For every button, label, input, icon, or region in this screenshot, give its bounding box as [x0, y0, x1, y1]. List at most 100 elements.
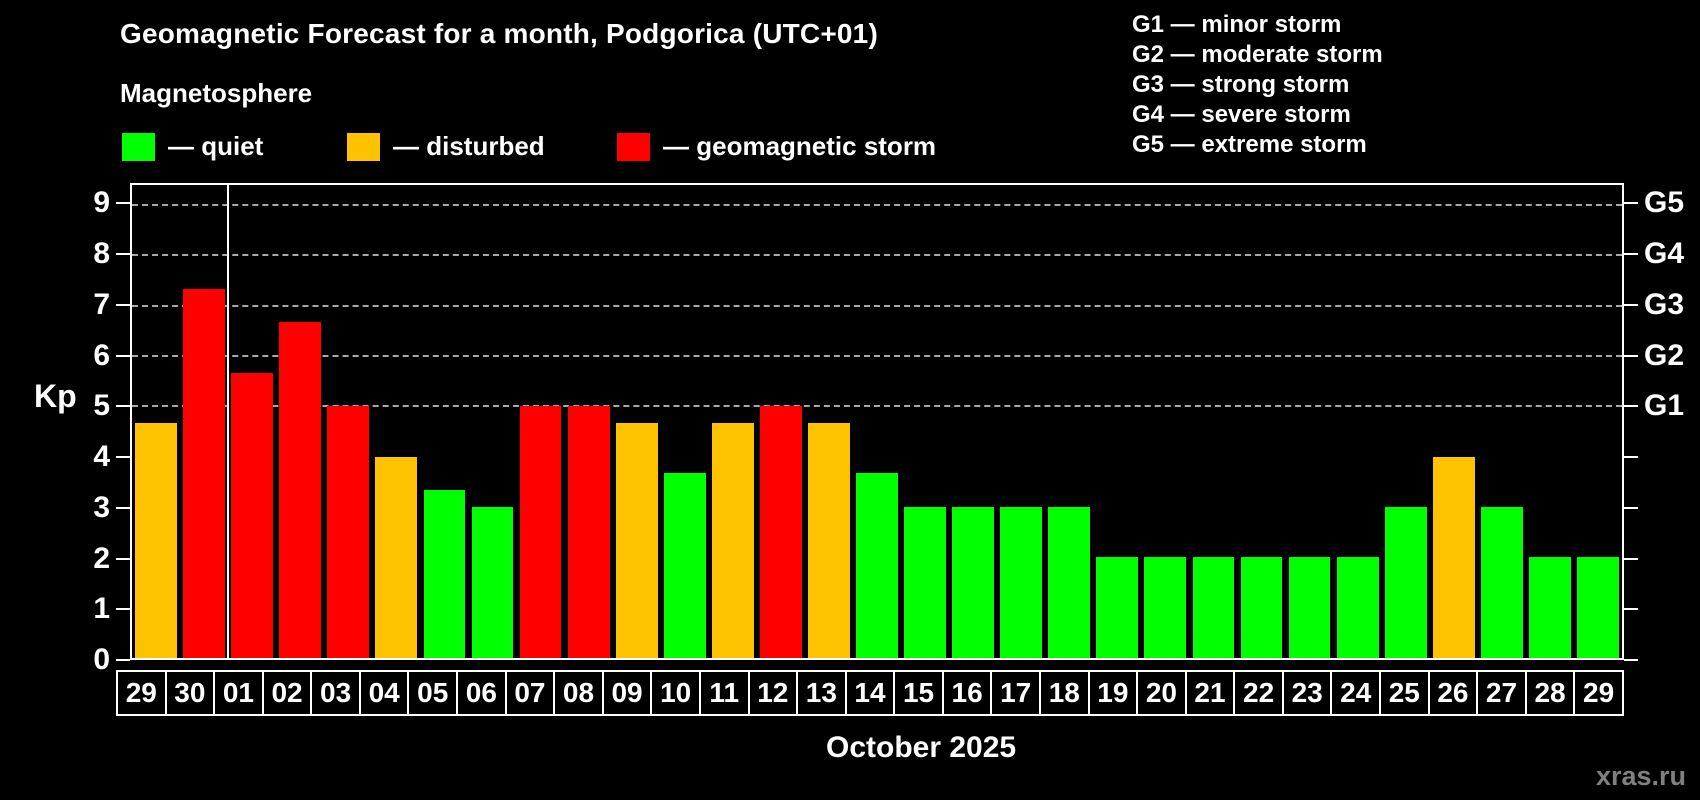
y-axis-label-7: 7: [93, 287, 110, 321]
legend-label: — geomagnetic storm: [663, 131, 937, 161]
g-scale-legend-line: G2 — moderate storm: [1132, 41, 1383, 68]
bar-slot: [1141, 185, 1189, 658]
bar-slot: [180, 185, 228, 658]
bar-slot: [324, 185, 372, 658]
kp-bar-10: [663, 473, 706, 658]
y-axis-label-0: 0: [93, 643, 110, 676]
kp-bar-29: [135, 423, 177, 658]
kp-bar-29: [1577, 557, 1619, 658]
y-axis-label-6: 6: [93, 338, 110, 372]
left-tick-6: [116, 354, 130, 357]
left-tick-1: [116, 608, 130, 611]
date-cell-19: 19: [1087, 670, 1139, 716]
bar-slot: [997, 185, 1045, 658]
bar-slot: [228, 185, 276, 658]
date-cell-08: 08: [553, 670, 604, 716]
kp-bar-22: [1240, 557, 1283, 658]
legend-item-storm: — geomagnetic storm: [617, 131, 936, 162]
left-tick-0: [116, 659, 130, 661]
y-axis-label-5: 5: [93, 389, 110, 423]
bar-slot: [276, 185, 324, 658]
date-cell-01: 01: [213, 670, 264, 716]
left-tick-9: [116, 202, 130, 205]
x-axis-date-row: 29 30 01 02 03 04 05 06 07 08 09 10 11 12 13 14 15 16 17 18…: [116, 670, 1624, 716]
right-axis-label-G2: G2: [1644, 338, 1685, 372]
bar-slot: [1382, 185, 1430, 658]
kp-bar-08: [567, 406, 610, 658]
watermark: xras.ru: [1595, 761, 1686, 791]
chart-title: Geomagnetic Forecast for a month, Podgor…: [120, 18, 878, 49]
date-cell-sep-30: 30: [164, 670, 216, 716]
right-axis-label-G3: G3: [1644, 287, 1685, 321]
date-cell-22: 22: [1233, 670, 1284, 716]
date-cell-16: 16: [941, 670, 993, 716]
g-scale-legend-line: G1 — minor storm: [1132, 11, 1342, 38]
g-scale-legend: G1 — minor storm G2 — moderate storm G3 — …: [1132, 10, 1383, 160]
left-tick-4: [116, 456, 130, 459]
right-tick-6: [1624, 354, 1638, 357]
date-cell-07: 07: [504, 670, 556, 716]
y-axis-label-9: 9: [93, 186, 110, 220]
date-cell-14: 14: [844, 670, 896, 716]
kp-bar-04: [375, 456, 418, 658]
kp-bar-11: [711, 423, 754, 658]
kp-bar-18: [1048, 507, 1091, 658]
legend-item-quiet: — quiet: [122, 131, 263, 162]
date-cell-17: 17: [990, 670, 1041, 716]
date-cell-12: 12: [747, 670, 799, 716]
y-axis-label-4: 4: [93, 440, 110, 474]
right-tick-5: [1624, 405, 1638, 408]
right-tick-3: [1624, 506, 1638, 509]
bar-slot: [1574, 185, 1622, 658]
bar-slot: [1286, 185, 1334, 658]
bar-slot: [372, 185, 420, 658]
date-cell-05: 05: [407, 670, 459, 716]
bar-slot: [565, 185, 613, 658]
date-cell-26: 26: [1427, 670, 1479, 716]
kp-bar-14: [856, 473, 898, 658]
kp-bar-30: [183, 289, 225, 658]
y-axis-label-3: 3: [93, 490, 110, 524]
left-tick-5: [116, 405, 130, 408]
bar-slot: [853, 185, 901, 658]
date-cell-02: 02: [261, 670, 313, 716]
plot-area: [130, 183, 1624, 660]
date-cell-13: 13: [796, 670, 847, 716]
kp-bar-02: [279, 322, 322, 658]
bar-slot: [420, 185, 468, 658]
kp-bar-17: [1000, 507, 1043, 658]
kp-bar-09: [615, 423, 658, 658]
month-boundary-line: [227, 185, 230, 658]
bar-slot: [949, 185, 997, 658]
storm-color-swatch: [617, 132, 650, 161]
kp-bar-13: [808, 423, 850, 658]
bar-slot: [1430, 185, 1478, 658]
right-tick-2: [1624, 557, 1638, 560]
bar-slot: [1478, 185, 1526, 658]
kp-bar-20: [1144, 557, 1187, 658]
kp-bar-16: [952, 507, 994, 658]
bar-slot: [757, 185, 805, 658]
bar-slot: [1093, 185, 1141, 658]
kp-bar-12: [759, 406, 802, 658]
bar-slot: [1334, 185, 1382, 658]
date-cell-03: 03: [310, 670, 361, 716]
kp-bar-06: [471, 507, 514, 658]
left-tick-8: [116, 253, 130, 256]
date-cell-24: 24: [1330, 670, 1382, 716]
bar-slot: [468, 185, 516, 658]
gridline-kp-8: [132, 254, 1622, 257]
bar-slot: [132, 185, 180, 658]
quiet-color-swatch: [122, 132, 155, 161]
bar-slot: [805, 185, 853, 658]
legend-label: — quiet: [168, 131, 264, 161]
right-tick-8: [1624, 253, 1638, 256]
g-scale-legend-line: G5 — extreme storm: [1132, 131, 1367, 158]
y-axis-label-1: 1: [93, 592, 110, 626]
date-cell-09: 09: [601, 670, 653, 716]
x-axis-title: October 2025: [826, 731, 1017, 764]
right-axis-label-G5: G5: [1644, 186, 1685, 220]
date-cell-sep-29: 29: [116, 670, 167, 716]
date-cell-10: 10: [650, 670, 701, 716]
